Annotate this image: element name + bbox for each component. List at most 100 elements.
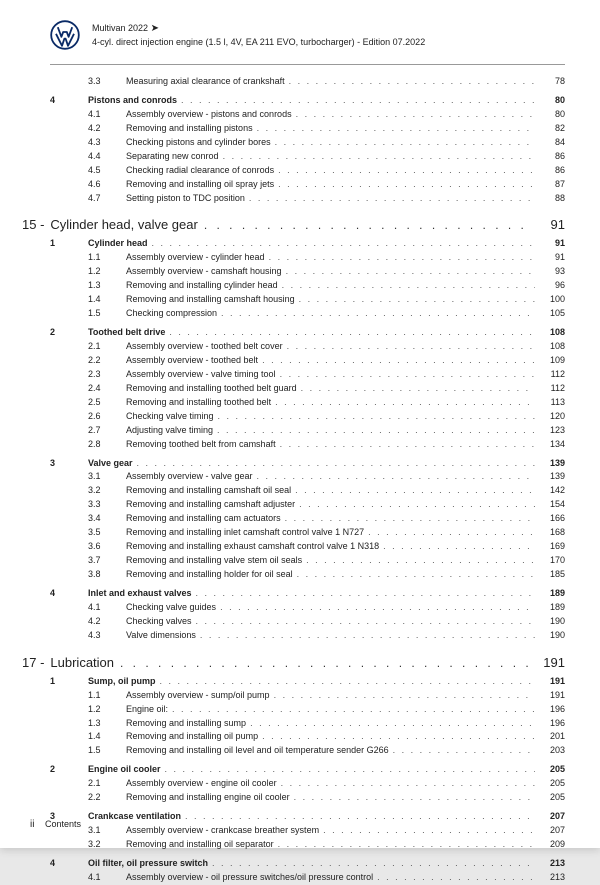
chapter-label: Lubrication xyxy=(50,655,120,670)
leader-dots xyxy=(280,438,535,452)
entry-label: Assembly overview - sump/oil pump xyxy=(126,689,274,703)
entry-number: 3.6 xyxy=(88,540,126,554)
entry-number: 3.4 xyxy=(88,512,126,526)
page-number: 78 xyxy=(535,75,565,89)
subsection-row: 4.1Assembly overview - oil pressure swit… xyxy=(50,871,565,885)
subsection-row: 1.5Checking compression105 xyxy=(50,307,565,321)
page-number: 213 xyxy=(535,871,565,885)
leader-dots xyxy=(257,470,535,484)
entry-number: 2.2 xyxy=(88,791,126,805)
leader-dots xyxy=(169,326,535,340)
entry-number: 3.1 xyxy=(88,470,126,484)
entry-label: Cylinder head xyxy=(88,237,152,251)
leader-dots xyxy=(281,777,535,791)
entry-number: 2.7 xyxy=(88,424,126,438)
entry-label: Assembly overview - toothed belt xyxy=(126,354,262,368)
subsection-row: 3.1Assembly overview - valve gear 139 xyxy=(50,470,565,484)
entry-number: 1.1 xyxy=(88,251,126,265)
chapter-heading: 15 -Cylinder head, valve gear91 xyxy=(22,217,565,232)
entry-number: 1.5 xyxy=(88,744,126,758)
leader-dots xyxy=(294,791,535,805)
subsection-row: 1.2Engine oil:196 xyxy=(50,703,565,717)
page-number: 196 xyxy=(535,717,565,731)
page-number: 201 xyxy=(535,730,565,744)
subsection-row: 3.2Removing and installing oil separator… xyxy=(50,838,565,852)
entry-label: Removing and installing engine oil coole… xyxy=(126,791,294,805)
subsection-row: 4.7Setting piston to TDC position88 xyxy=(50,192,565,206)
entry-number: 3.1 xyxy=(88,824,126,838)
entry-label: Oil filter, oil pressure switch xyxy=(88,857,212,871)
leader-dots xyxy=(323,824,535,838)
entry-label: Valve gear xyxy=(88,457,137,471)
vw-logo-icon xyxy=(50,20,80,50)
page-number: 139 xyxy=(535,457,565,471)
leader-dots xyxy=(286,265,535,279)
entry-number: 3.3 xyxy=(88,75,126,89)
arrow-icon: ➤ xyxy=(151,23,159,34)
subsection-row: 3.8Removing and installing holder for oi… xyxy=(50,568,565,582)
subsection-row: 3.2Removing and installing camshaft oil … xyxy=(50,484,565,498)
section-row: 2Toothed belt drive108 xyxy=(50,326,565,340)
page-number: 91 xyxy=(531,217,565,232)
leader-dots xyxy=(377,871,535,885)
page-number: 189 xyxy=(535,587,565,601)
page-number: 100 xyxy=(535,293,565,307)
subsection-row: 2.5Removing and installing toothed belt1… xyxy=(50,396,565,410)
entry-label: Engine oil cooler xyxy=(88,763,165,777)
section-row: 4Oil filter, oil pressure switch213 xyxy=(50,857,565,871)
leader-dots xyxy=(368,526,535,540)
entry-number: 4.2 xyxy=(88,122,126,136)
subsection-row: 3.3Removing and installing camshaft adju… xyxy=(50,498,565,512)
page-number: 82 xyxy=(535,122,565,136)
entry-label: Assembly overview - valve gear xyxy=(126,470,257,484)
leader-dots xyxy=(257,122,535,136)
page-number: 207 xyxy=(535,824,565,838)
entry-number: 4.1 xyxy=(88,871,126,885)
entry-label: Assembly overview - crankcase breather s… xyxy=(126,824,323,838)
subsection-row: 4.3Checking pistons and cylinder bores84 xyxy=(50,136,565,150)
leader-dots xyxy=(306,554,535,568)
entry-label: Setting piston to TDC position xyxy=(126,192,249,206)
leader-dots xyxy=(137,457,535,471)
chapter-number: 15 - xyxy=(22,217,50,232)
leader-dots xyxy=(221,307,535,321)
page-number: 112 xyxy=(535,368,565,382)
leader-dots xyxy=(181,94,535,108)
entry-number: 2.1 xyxy=(88,777,126,791)
leader-dots xyxy=(274,689,535,703)
page-number: 207 xyxy=(535,810,565,824)
section-row: 4Inlet and exhaust valves189 xyxy=(50,587,565,601)
page-number: 169 xyxy=(535,540,565,554)
entry-number: 4.1 xyxy=(88,601,126,615)
entry-number: 2.8 xyxy=(88,438,126,452)
entry-label: Removing and installing toothed belt xyxy=(126,396,275,410)
footer-page-roman: ii xyxy=(30,819,34,830)
leader-dots xyxy=(250,717,535,731)
page-number: 139 xyxy=(535,470,565,484)
section-row: 2Engine oil cooler205 xyxy=(50,763,565,777)
section-row: 3Crankcase ventilation207 xyxy=(50,810,565,824)
subsection-row: 1.3Removing and installing cylinder head… xyxy=(50,279,565,293)
subsection-row: 3.1Assembly overview - crankcase breathe… xyxy=(50,824,565,838)
entry-number: 4 xyxy=(50,587,88,601)
leader-dots xyxy=(220,601,535,615)
subsection-row: 2.2Assembly overview - toothed belt109 xyxy=(50,354,565,368)
entry-label: Removing and installing oil separator xyxy=(126,838,278,852)
page-number: 205 xyxy=(535,791,565,805)
chapter-heading: 17 -Lubrication191 xyxy=(22,655,565,670)
entry-number: 1.4 xyxy=(88,730,126,744)
entry-number: 2 xyxy=(50,326,88,340)
entry-number: 1 xyxy=(50,675,88,689)
entry-number: 4.3 xyxy=(88,136,126,150)
page-number: 189 xyxy=(535,601,565,615)
entry-number: 1.4 xyxy=(88,293,126,307)
entry-number: 1.1 xyxy=(88,689,126,703)
entry-label: Checking radial clearance of conrods xyxy=(126,164,278,178)
model-name: Multivan 2022 xyxy=(92,23,148,33)
page-number: 134 xyxy=(535,438,565,452)
entry-label: Toothed belt drive xyxy=(88,326,169,340)
entry-number: 1.2 xyxy=(88,703,126,717)
leader-dots xyxy=(393,744,535,758)
leader-dots xyxy=(269,251,535,265)
entry-number: 4 xyxy=(50,857,88,871)
